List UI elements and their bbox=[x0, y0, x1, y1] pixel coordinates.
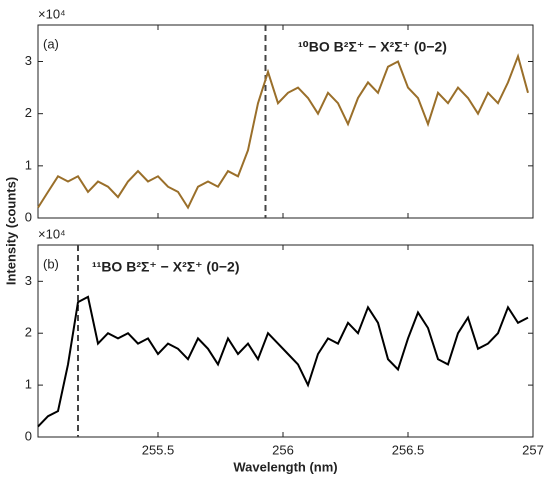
y-tick-label: 2 bbox=[25, 105, 32, 120]
y-tick-label: 0 bbox=[25, 428, 32, 443]
x-axis-label: Wavelength (nm) bbox=[233, 459, 337, 474]
x-tick-label: 257 bbox=[522, 442, 544, 457]
y-exponent: ×10⁴ bbox=[38, 226, 66, 241]
y-tick-label: 0 bbox=[25, 209, 32, 224]
annotation: ¹¹BO B²Σ⁺ − X²Σ⁺ (0−2) bbox=[92, 259, 240, 275]
x-tick-label: 256 bbox=[272, 442, 294, 457]
panel-label: (b) bbox=[43, 256, 59, 271]
panel-label: (a) bbox=[43, 36, 59, 51]
y-tick-label: 3 bbox=[25, 53, 32, 68]
data-line bbox=[37, 53, 529, 210]
data-line bbox=[37, 295, 529, 428]
y-tick-label: 1 bbox=[25, 157, 32, 172]
y-tick-label: 3 bbox=[25, 273, 32, 288]
y-axis-label: Intensity (counts) bbox=[3, 177, 18, 285]
x-tick-label: 255.5 bbox=[142, 442, 175, 457]
axes-box bbox=[37, 244, 534, 438]
y-tick-label: 2 bbox=[25, 325, 32, 340]
x-tick-label: 256.5 bbox=[392, 442, 425, 457]
y-tick-label: 1 bbox=[25, 377, 32, 392]
annotation: ¹⁰BO B²Σ⁺ − X²Σ⁺ (0−2) bbox=[298, 39, 447, 55]
axes-box bbox=[37, 24, 534, 219]
y-exponent: ×10⁴ bbox=[38, 6, 66, 21]
